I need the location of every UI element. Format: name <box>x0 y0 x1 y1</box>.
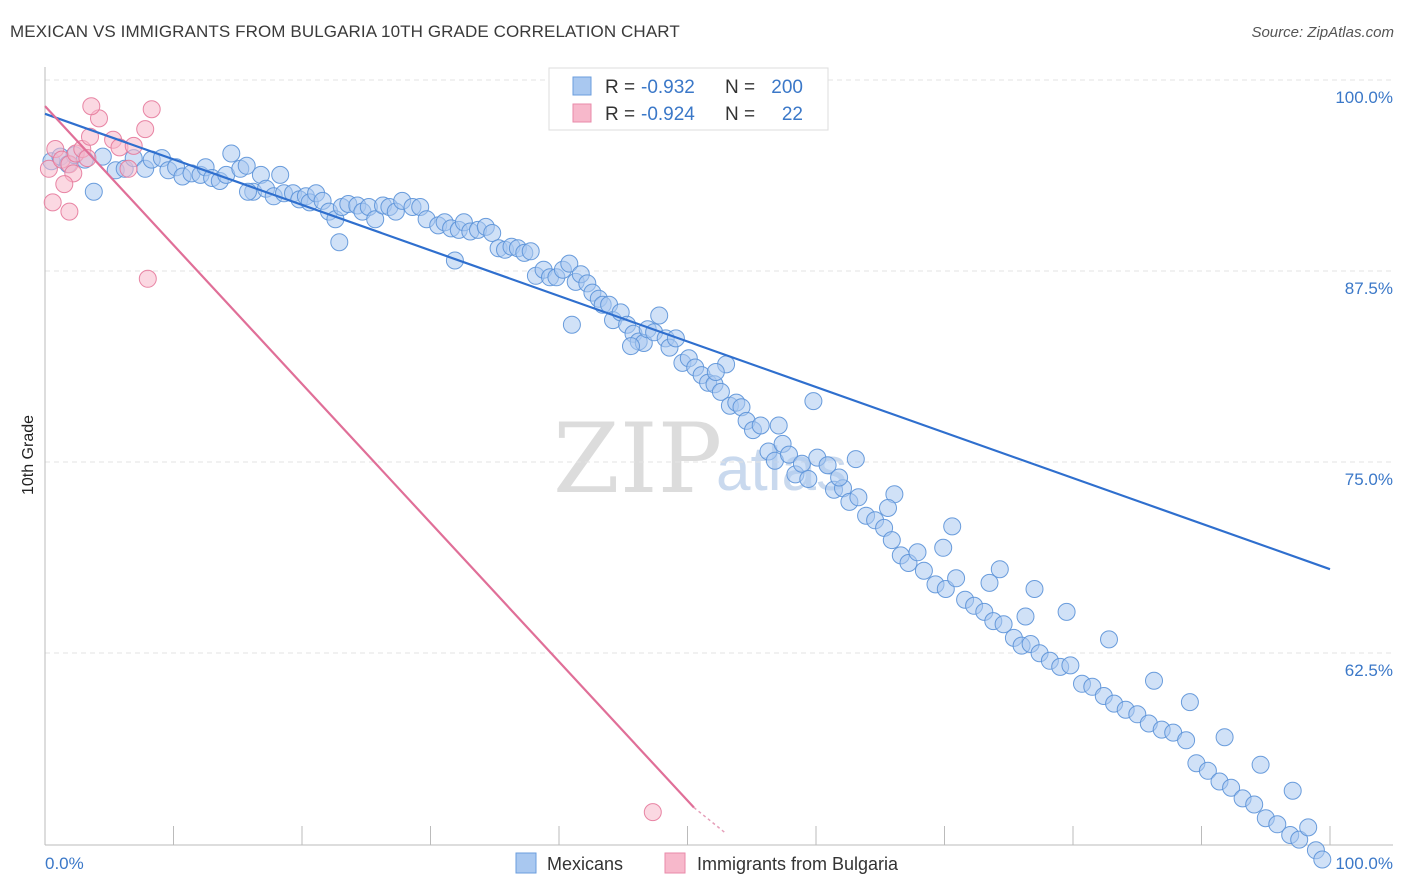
bulgaria-trend-extension <box>693 806 727 835</box>
bulgaria-point <box>43 193 62 212</box>
mexicans-point <box>650 306 669 325</box>
mexicans-point <box>560 254 579 273</box>
mexicans-point <box>908 543 927 562</box>
legend-r-label-2: R = <box>605 104 635 125</box>
mexicans-point <box>879 499 897 517</box>
chart-source: Source: ZipAtlas.com <box>1251 24 1394 41</box>
bulgaria-point <box>142 100 161 119</box>
mexicans-point <box>994 615 1013 634</box>
bulgaria-trend-line <box>44 105 695 809</box>
mexicans-point <box>1177 731 1196 750</box>
bulgaria-point <box>119 159 138 178</box>
mexicans-point <box>914 561 933 580</box>
legend-r-value-1: -0.932 <box>641 77 695 98</box>
mexicans-point <box>1222 778 1241 797</box>
mexicans-point <box>792 454 811 473</box>
mexicans-point <box>769 416 788 435</box>
bottom-legend-swatch-mexicans <box>515 852 537 874</box>
bottom-legend-bulgaria: Immigrants from Bulgaria <box>697 854 899 874</box>
mexicans-point <box>980 573 999 592</box>
mexicans-point <box>1100 630 1118 649</box>
bulgaria-point <box>643 803 662 822</box>
mexicans-point <box>483 224 502 242</box>
mexicans-point <box>366 210 385 229</box>
bulgaria-point <box>39 159 58 178</box>
legend-n-label-1: N = <box>725 77 755 98</box>
mexicans-point <box>1245 795 1264 814</box>
y-tick-label-2: 87.5% <box>1345 279 1393 298</box>
mexicans-point <box>711 382 730 401</box>
mexicans-point <box>222 144 241 163</box>
mexicans-point <box>1268 815 1287 834</box>
mexicans-point <box>1215 728 1234 747</box>
correlation-legend: R = -0.932 N = 200 R = -0.924 N = 22 <box>548 67 829 131</box>
bulgaria-points <box>39 97 662 822</box>
mexicans-point <box>622 337 640 356</box>
mexicans-point <box>1299 818 1318 837</box>
mexicans-point <box>1198 761 1217 780</box>
bulgaria-point <box>78 149 97 168</box>
mexicans-point <box>1025 580 1044 598</box>
tick-labels: 62.5% 75.0% 87.5% 100.0% 0.0% 100.0% <box>45 88 1393 873</box>
watermark-zip: ZIP <box>553 403 722 515</box>
mexicans-point <box>1180 693 1199 712</box>
mexicans-point <box>1057 602 1076 621</box>
mexicans-point <box>799 470 818 488</box>
bulgaria-point <box>138 269 157 288</box>
y-axis-title: 10th Grade <box>20 415 37 495</box>
mexicans-point <box>846 450 865 469</box>
mexicans-point <box>818 456 837 475</box>
mexicans-point <box>1283 781 1302 800</box>
y-tick-label-3: 100.0% <box>1335 88 1393 107</box>
mexicans-point <box>521 242 540 261</box>
mexicans-point <box>562 315 581 334</box>
legend-swatch-mexicans <box>572 76 592 96</box>
mexicans-point <box>804 392 823 411</box>
mexicans-point <box>849 488 868 507</box>
mexicans-point <box>84 182 103 201</box>
bottom-legend-swatch-bulgaria <box>664 852 686 874</box>
mexicans-point <box>882 531 901 550</box>
bulgaria-point <box>81 127 99 146</box>
y-tick-label-1: 75.0% <box>1345 470 1393 489</box>
mexicans-point <box>780 445 798 464</box>
bulgaria-point <box>60 202 79 221</box>
legend-n-value-1: 200 <box>771 77 803 98</box>
mexicans-point <box>1313 850 1332 869</box>
mexicans-point <box>1016 607 1035 626</box>
mexicans-point <box>1290 830 1309 849</box>
chart-title: MEXICAN VS IMMIGRANTS FROM BULGARIA 10TH… <box>10 22 680 41</box>
trend-lines <box>44 105 1331 835</box>
mexicans-trend-line <box>44 112 1331 571</box>
legend-n-label-2: N = <box>725 104 755 125</box>
y-tick-label-0: 62.5% <box>1345 661 1393 680</box>
bulgaria-point <box>55 175 74 194</box>
bottom-legend-mexicans: Mexicans <box>547 854 623 874</box>
series-legend: Mexicans Immigrants from Bulgaria <box>515 852 899 874</box>
mexicans-point <box>934 538 953 557</box>
mexicans-point <box>1145 671 1163 690</box>
bulgaria-point <box>82 97 101 116</box>
mexicans-point <box>1061 656 1080 675</box>
mexicans-point <box>990 560 1009 579</box>
mexicans-point <box>445 251 464 270</box>
mexicans-point <box>237 156 256 175</box>
mexicans-point <box>706 363 725 381</box>
legend-r-value-2: -0.924 <box>641 104 695 125</box>
legend-r-label-1: R = <box>605 77 635 98</box>
bulgaria-point <box>136 120 155 139</box>
legend-swatch-bulgaria <box>572 103 592 123</box>
mexicans-point <box>1251 755 1270 774</box>
mexicans-point <box>943 517 962 536</box>
x-tick-label-0: 0.0% <box>45 854 84 873</box>
legend-n-value-2: 22 <box>782 104 803 125</box>
mexicans-point <box>947 569 966 588</box>
mexicans-point <box>271 165 290 184</box>
mexicans-point <box>830 468 849 487</box>
x-tick-label-1: 100.0% <box>1335 854 1393 873</box>
axes <box>44 67 1393 846</box>
mexicans-point <box>751 416 770 435</box>
mexicans-point <box>330 233 349 252</box>
